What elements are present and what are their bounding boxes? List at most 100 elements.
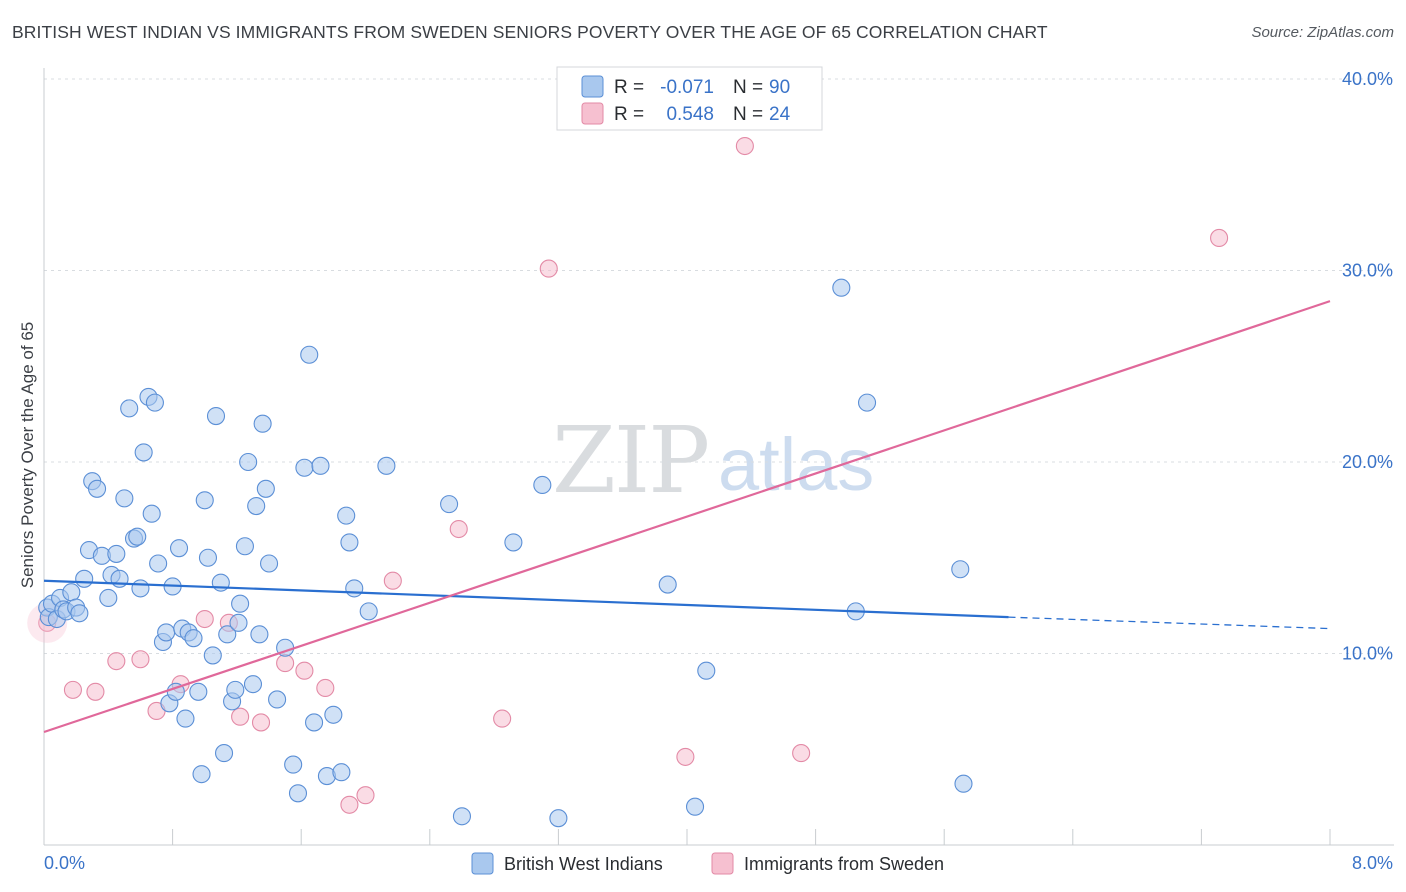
data-point-british-west-indians [533,475,552,495]
legend-n-value: 24 [769,104,791,125]
x-tick-label-min: 0.0% [44,853,85,873]
data-point-british-west-indians [214,744,234,763]
data-point-british-west-indians [75,569,94,588]
trend-lines [43,300,1331,734]
bottom-legend-label-pink: Immigrants from Sweden [744,854,944,874]
data-point-british-west-indians [305,713,324,732]
data-point-british-west-indians [134,443,153,462]
correlation-legend: R = -0.071 N = 90 R = 0.548 N = 24 [556,66,823,131]
data-point-british-west-indians [685,797,705,816]
data-point-british-west-indians [359,602,378,621]
data-point-immigrants-from-sweden [295,661,314,680]
data-point-british-west-indians [62,583,81,602]
bottom-legend-swatch-blue [471,852,494,875]
data-point-immigrants-from-sweden [383,571,402,590]
legend-n-label: N = [733,104,763,125]
data-point-british-west-indians [332,763,351,782]
legend-r-label: R = [614,77,644,98]
data-point-british-west-indians [300,345,319,364]
data-point-british-west-indians [226,680,245,699]
data-point-immigrants-from-sweden [676,747,695,766]
data-point-british-west-indians [149,554,168,573]
data-point-british-west-indians [218,625,237,644]
chart-title: BRITISH WEST INDIAN VS IMMIGRANTS FROM S… [12,22,1048,42]
data-point-british-west-indians [832,278,851,297]
gridlines [44,78,1394,654]
data-point-immigrants-from-sweden [449,519,468,539]
data-point-british-west-indians [337,506,356,525]
bottom-legend-swatch-pink [711,852,734,875]
data-point-british-west-indians [288,784,308,803]
data-point-immigrants-from-sweden [195,609,214,629]
data-point-british-west-indians [697,661,716,680]
data-point-immigrants-from-sweden [493,709,512,728]
data-point-british-west-indians [954,774,973,793]
x-ticks [43,829,1331,845]
data-point-immigrants-from-sweden [792,744,811,763]
data-point-british-west-indians [189,682,208,701]
watermark-zip: ZIP [552,407,708,514]
legend-swatch-pink [581,102,604,125]
data-point-british-west-indians [229,613,248,632]
data-point-british-west-indians [192,765,211,784]
data-point-british-west-indians [250,625,269,644]
data-point-british-west-indians [231,594,250,613]
data-point-british-west-indians [377,456,396,475]
bottom-legend-label-blue: British West Indians [504,854,663,874]
data-point-british-west-indians [120,399,139,418]
watermark-atlas: atlas [718,423,874,506]
data-point-british-west-indians [131,579,150,598]
data-point-british-west-indians [99,588,118,608]
data-point-british-west-indians [235,537,254,556]
data-point-british-west-indians [169,539,189,558]
legend-n-label: N = [733,77,763,98]
trend-line-british-west-indians-extension [1008,616,1331,630]
data-point-british-west-indians [239,452,258,472]
data-point-british-west-indians [145,393,164,412]
data-point-immigrants-from-sweden [63,680,82,699]
data-point-british-west-indians [504,533,523,552]
data-point-british-west-indians [115,489,134,508]
legend-swatch-blue [581,75,604,98]
data-point-british-west-indians [295,458,314,477]
legend-r-label: R = [614,104,644,125]
data-point-immigrants-from-sweden [340,795,359,814]
data-point-british-west-indians [259,554,279,573]
data-point-british-west-indians [184,629,203,648]
data-point-british-west-indians [345,579,364,598]
data-point-immigrants-from-sweden [276,654,295,673]
data-point-british-west-indians [549,809,568,828]
y-tick-label: 30.0% [1342,261,1393,281]
data-point-british-west-indians [128,527,147,546]
data-point-british-west-indians [658,575,677,594]
axes [43,68,1394,846]
data-point-immigrants-from-sweden [131,650,150,669]
legend-r-value: -0.071 [660,77,714,98]
data-point-immigrants-from-sweden [1210,228,1229,247]
data-point-british-west-indians [206,406,226,426]
trend-line-british-west-indians [43,579,1009,619]
data-point-british-west-indians [176,709,195,728]
y-tick-label: 10.0% [1342,644,1393,664]
data-point-british-west-indians [157,623,176,642]
data-point-british-west-indians [253,414,272,433]
data-point-british-west-indians [203,646,222,665]
data-point-british-west-indians [440,495,459,514]
y-tick-label: 20.0% [1342,452,1393,472]
y-tick-labels: 10.0% 20.0% 30.0% 40.0% [1342,69,1393,664]
data-point-british-west-indians [107,544,126,563]
data-point-british-west-indians [87,479,107,498]
data-point-british-west-indians [70,604,89,623]
data-point-immigrants-from-sweden [356,786,375,805]
data-point-british-west-indians [142,504,161,523]
data-point-british-west-indians [324,705,343,724]
data-point-british-west-indians [268,690,287,709]
trend-line-immigrants-from-sweden [43,300,1331,734]
data-point-british-west-indians [195,491,214,510]
data-point-immigrants-from-sweden [735,136,754,156]
data-point-british-west-indians [284,755,303,774]
data-point-immigrants-from-sweden [251,713,271,732]
data-point-british-west-indians [951,560,970,579]
legend-r-value: 0.548 [666,104,714,125]
